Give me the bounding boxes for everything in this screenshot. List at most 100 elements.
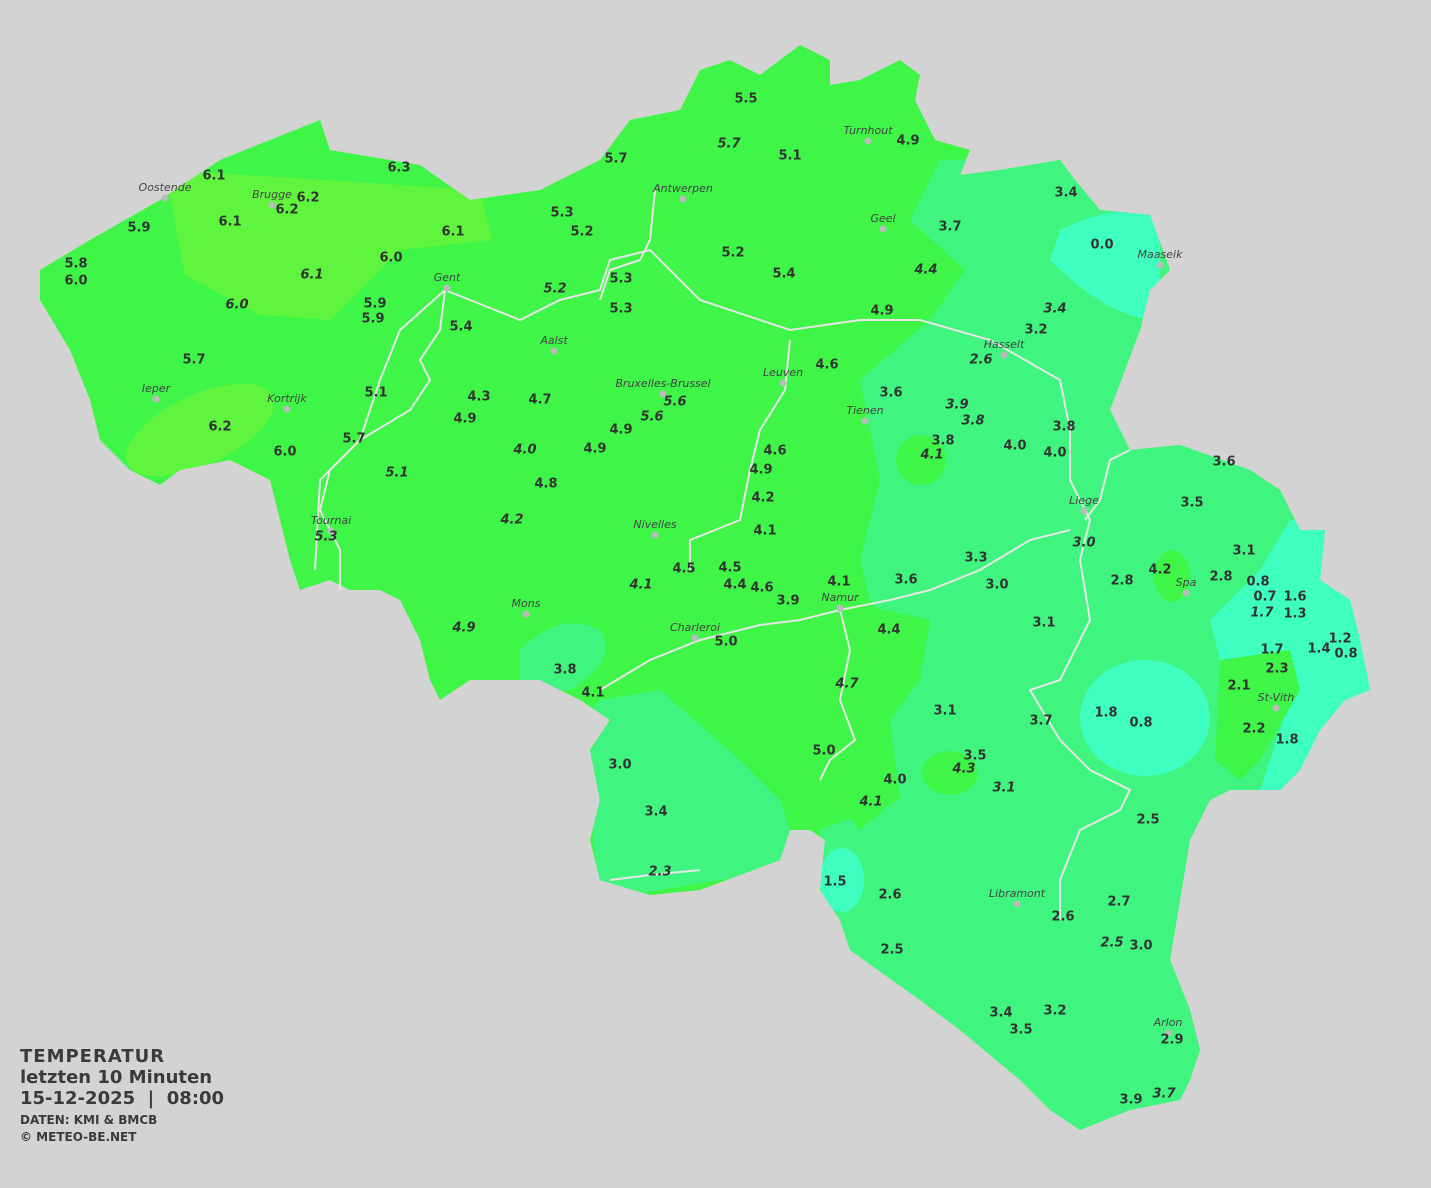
station-temperature: 3.0	[985, 577, 1009, 593]
station-temperature: 2.2	[1242, 721, 1266, 737]
station-temperature: 2.1	[1227, 678, 1251, 694]
city-label: Oostende	[138, 181, 192, 194]
city-marker	[659, 390, 667, 398]
station-temperature: 4.9	[583, 441, 607, 457]
station-temperature: 5.1	[778, 148, 802, 164]
city-marker	[1013, 900, 1021, 908]
city-marker	[522, 610, 530, 618]
station-temperature: 3.1	[1032, 615, 1056, 631]
station-temperature: 4.2	[1148, 562, 1172, 578]
city-label: Spa	[1175, 576, 1197, 589]
station-temperature: 1.7	[1250, 605, 1274, 621]
station-temperature: 4.7	[835, 676, 859, 692]
station-temperature: 3.9	[776, 593, 800, 609]
city-marker	[443, 284, 451, 292]
station-temperature: 3.7	[1029, 713, 1053, 729]
station-temperature: 3.6	[879, 385, 903, 401]
rivers	[314, 189, 1132, 920]
station-temperature: 2.6	[878, 887, 902, 903]
station-temperature: 3.0	[608, 757, 632, 773]
zone-warm-southwest	[126, 383, 274, 477]
zone-cool-southwest	[580, 690, 790, 900]
station-temperature: 0.8	[1334, 646, 1358, 662]
station-temperature: 5.9	[363, 296, 387, 312]
station-temperature: 4.4	[723, 577, 747, 593]
city-label: Tournai	[310, 514, 352, 527]
station-temperature: 4.9	[870, 303, 894, 319]
station-temperature: 4.8	[534, 476, 558, 492]
station-temperature: 5.1	[364, 385, 388, 401]
zone-mild-spot	[922, 751, 978, 795]
city-marker	[864, 137, 872, 145]
city-label: Maaseik	[1137, 248, 1183, 261]
city-marker	[779, 379, 787, 387]
station-temperature: 0.8	[1246, 574, 1270, 590]
station-temperature: 5.8	[64, 256, 88, 272]
station-temperature: 3.4	[1043, 301, 1067, 317]
station-temperature: 3.1	[1232, 543, 1256, 559]
station-temperature: 4.0	[1043, 445, 1067, 461]
station-temperature: 4.5	[718, 560, 742, 576]
zone-cold-maaseik	[1050, 212, 1160, 320]
station-temperature: 6.1	[300, 267, 324, 283]
station-temperature: 3.8	[553, 662, 577, 678]
station-temperature: 6.2	[208, 419, 232, 435]
zone-cool-mons	[520, 623, 606, 690]
station-temperature: 3.8	[931, 433, 955, 449]
station-temperature: 6.2	[275, 202, 299, 218]
station-temperature: 3.4	[989, 1005, 1013, 1021]
station-temperature: 4.6	[815, 357, 839, 373]
zone-mild-spa	[1154, 550, 1190, 602]
city-label: Antwerpen	[653, 182, 713, 195]
station-temperature: 3.1	[933, 703, 957, 719]
station-temperature: 6.0	[225, 297, 249, 313]
city-label: Mons	[511, 597, 541, 610]
station-temperature: 4.6	[763, 443, 787, 459]
station-temperature: 5.9	[127, 220, 151, 236]
station-temperature: 4.2	[500, 512, 524, 528]
city-marker	[1272, 704, 1280, 712]
city-marker	[283, 405, 291, 413]
station-temperature: 6.2	[296, 190, 320, 206]
legend-copyright: © METEO-BE.NET	[20, 1130, 137, 1144]
city-label: Gent	[433, 271, 461, 284]
station-temperature: 3.1	[992, 780, 1016, 796]
station-temperature: 5.9	[361, 311, 385, 327]
station-temperature: 4.5	[672, 561, 696, 577]
station-temperature: 2.8	[1209, 569, 1233, 585]
station-temperature: 6.0	[379, 250, 403, 266]
station-temperature: 5.3	[314, 529, 338, 545]
station-temperature: 4.1	[629, 577, 653, 593]
zone-cold-center	[1080, 660, 1210, 776]
city-label: Geel	[870, 212, 896, 225]
station-temperature: 5.4	[449, 319, 473, 335]
station-temperature: 5.7	[342, 431, 366, 447]
station-temperature: 4.1	[920, 447, 944, 463]
station-temperature: 5.2	[721, 245, 745, 261]
station-temperature: 1.8	[1094, 705, 1118, 721]
station-temperature: 1.5	[823, 874, 847, 890]
station-temperature: 2.9	[1160, 1032, 1184, 1048]
station-temperature: 6.3	[387, 160, 411, 176]
station-temperature: 5.7	[182, 352, 206, 368]
city-label: Ieper	[141, 382, 171, 395]
city-marker	[1080, 507, 1088, 515]
station-temperature: 5.3	[550, 205, 574, 221]
city-marker	[1164, 1029, 1172, 1037]
station-temperature: 5.6	[640, 409, 664, 425]
station-temperature: 3.5	[963, 748, 987, 764]
station-temperature: 5.3	[609, 301, 633, 317]
station-temperature: 4.1	[859, 794, 883, 810]
station-temperature: 2.7	[1107, 894, 1131, 910]
station-temperature: 4.9	[896, 133, 920, 149]
city-marker	[1156, 261, 1164, 269]
station-temperature: 2.6	[1051, 909, 1075, 925]
city-marker	[550, 347, 558, 355]
station-temperature: 0.8	[1129, 715, 1153, 731]
station-temperature: 4.9	[453, 411, 477, 427]
city-label: Aalst	[540, 334, 568, 347]
station-temperature: 2.6	[969, 352, 993, 368]
station-temperature: 4.4	[914, 262, 938, 278]
zone-mild-stvith	[1215, 650, 1300, 780]
station-temperature: 3.4	[1054, 185, 1078, 201]
